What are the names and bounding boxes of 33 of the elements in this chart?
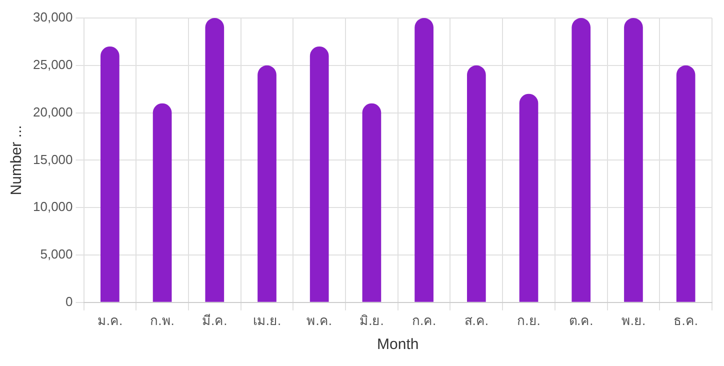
bar bbox=[414, 18, 434, 302]
y-tick-label: 20,000 bbox=[32, 104, 73, 120]
x-tick-label: พ.ย. bbox=[621, 312, 646, 328]
bar bbox=[310, 46, 329, 302]
x-tick-label: ส.ค. bbox=[464, 312, 489, 328]
x-tick-label: ม.ค. bbox=[97, 312, 123, 328]
x-tick-label: ก.ค. bbox=[412, 312, 436, 328]
bar bbox=[100, 46, 120, 302]
bar bbox=[624, 18, 643, 302]
y-tick-label: 0 bbox=[66, 294, 73, 309]
x-tick-label: ก.พ. bbox=[150, 312, 174, 328]
x-tick-label: มี.ค. bbox=[202, 312, 228, 328]
bar bbox=[676, 65, 696, 302]
y-axis-title: Number ... bbox=[8, 125, 26, 196]
x-tick-label: ธ.ค. bbox=[674, 312, 698, 328]
y-tick-label: 5,000 bbox=[40, 246, 73, 262]
bar bbox=[572, 18, 591, 302]
bar bbox=[362, 103, 382, 302]
y-tick-label: 10,000 bbox=[32, 199, 73, 214]
x-tick-label: พ.ค. bbox=[306, 312, 332, 328]
y-tick-label: 30,000 bbox=[32, 10, 73, 25]
bar bbox=[519, 94, 538, 302]
x-axis-title: Month bbox=[377, 336, 419, 354]
bar bbox=[258, 65, 276, 302]
y-tick-label: 15,000 bbox=[32, 152, 73, 167]
x-tick-label: ก.ย. bbox=[517, 312, 540, 328]
x-tick-label: ต.ค. bbox=[569, 312, 594, 328]
bar bbox=[466, 65, 486, 302]
y-tick-label: 25,000 bbox=[32, 56, 73, 72]
x-tick-label: มิ.ย. bbox=[360, 312, 384, 328]
bar bbox=[152, 103, 172, 302]
bar bbox=[205, 18, 224, 302]
x-tick-label: เม.ย. bbox=[252, 312, 282, 328]
